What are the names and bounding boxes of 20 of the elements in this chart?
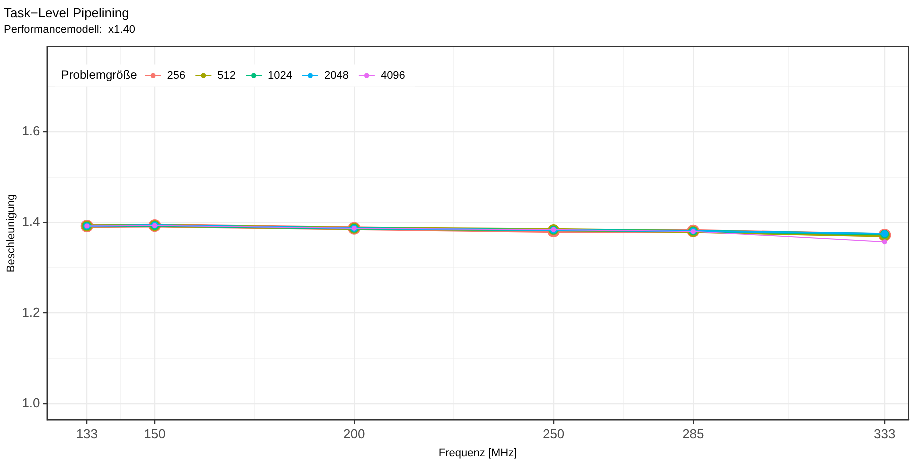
y-tick-label: 1.6 (22, 124, 40, 139)
legend-label: 1024 (268, 70, 292, 82)
x-tick-label: 250 (542, 426, 565, 442)
chart-title: Task−Level Pipelining (4, 5, 130, 20)
y-tick-label: 1.4 (22, 214, 40, 230)
x-axis-title: Frequenz [MHz] (438, 447, 518, 460)
legend-label: 4096 (380, 70, 406, 82)
x-tick-label: 150 (144, 426, 166, 442)
x-tick-label: 133 (76, 426, 98, 442)
chart-subtitle: Performancemodell: x1.40 (4, 24, 136, 36)
x-tick-label: 285 (682, 426, 704, 442)
legend-label: 256 (167, 70, 186, 82)
legend-title: Problemgröße (61, 68, 138, 82)
x-tick-label: 333 (874, 426, 896, 442)
y-tick-label: 1.2 (22, 304, 40, 320)
legend-label: 512 (218, 70, 236, 82)
y-tick-label: 1.0 (22, 395, 40, 410)
legend-label: 2048 (324, 70, 349, 82)
x-tick-label: 200 (344, 426, 366, 442)
y-axis-title: Beschleunigung (6, 194, 18, 273)
